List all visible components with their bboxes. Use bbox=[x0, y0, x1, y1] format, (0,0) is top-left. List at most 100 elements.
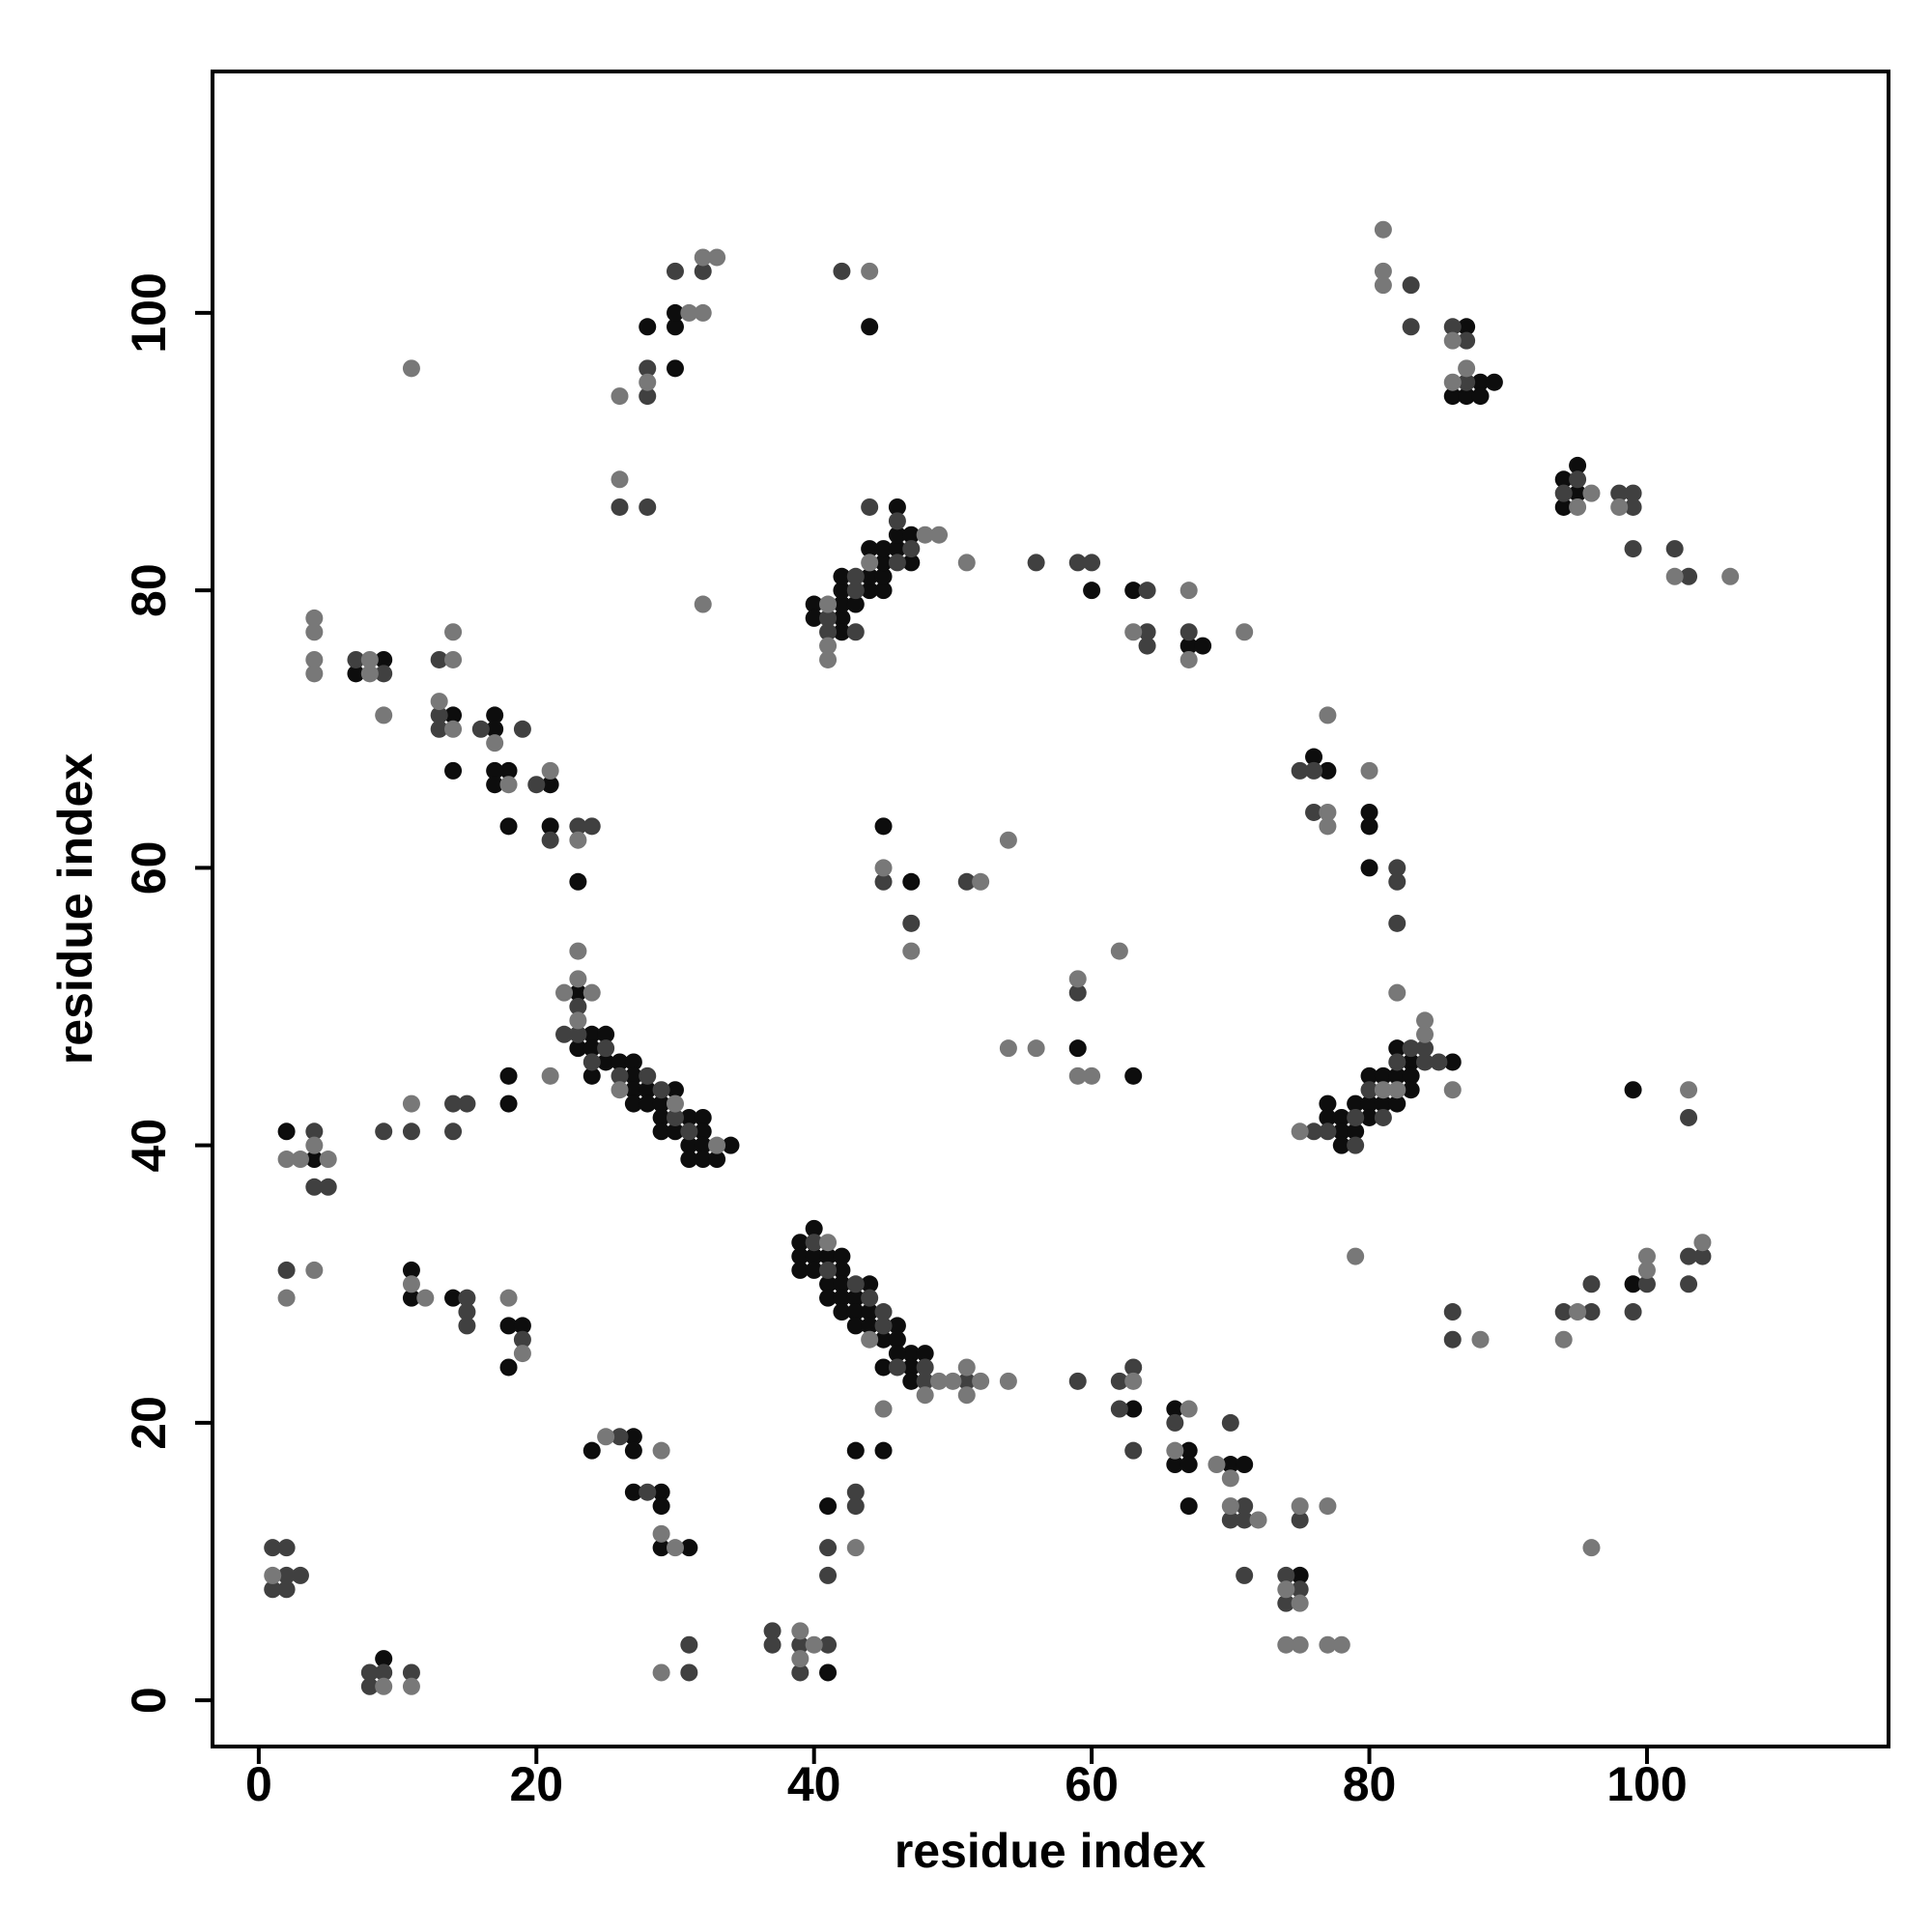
point bbox=[1166, 1400, 1184, 1418]
point bbox=[347, 665, 365, 683]
point bbox=[999, 1039, 1017, 1058]
point bbox=[569, 872, 587, 891]
point bbox=[666, 303, 684, 322]
x-axis-label: residue index bbox=[895, 1824, 1207, 1878]
point bbox=[375, 650, 393, 668]
point bbox=[1569, 484, 1587, 502]
point bbox=[1471, 373, 1490, 391]
point bbox=[902, 540, 921, 558]
point bbox=[375, 1663, 393, 1682]
point bbox=[1360, 761, 1378, 780]
point bbox=[639, 1066, 657, 1085]
point bbox=[833, 582, 851, 600]
point bbox=[1443, 1330, 1462, 1349]
point bbox=[1443, 387, 1462, 406]
point bbox=[874, 1400, 893, 1418]
point bbox=[861, 262, 879, 280]
point bbox=[1236, 1497, 1254, 1516]
point bbox=[1680, 567, 1698, 585]
point bbox=[430, 650, 448, 668]
point bbox=[930, 1372, 949, 1390]
point bbox=[833, 1303, 851, 1321]
point bbox=[1319, 706, 1337, 724]
point bbox=[402, 1094, 420, 1113]
point bbox=[639, 318, 657, 336]
point bbox=[639, 1081, 657, 1099]
point bbox=[846, 1317, 865, 1335]
point bbox=[1347, 1122, 1365, 1141]
point bbox=[1179, 582, 1198, 600]
point bbox=[791, 1261, 810, 1279]
x-tick-label: 40 bbox=[787, 1757, 841, 1811]
point bbox=[1360, 817, 1378, 836]
point bbox=[541, 761, 559, 780]
point bbox=[819, 1635, 838, 1654]
point bbox=[874, 817, 893, 836]
point bbox=[1388, 1039, 1406, 1058]
point bbox=[874, 1358, 893, 1377]
point bbox=[639, 1094, 657, 1113]
point bbox=[846, 595, 865, 613]
point bbox=[402, 1122, 420, 1141]
point bbox=[597, 1053, 615, 1071]
point bbox=[1332, 1635, 1350, 1654]
point bbox=[819, 623, 838, 641]
point bbox=[833, 1261, 851, 1279]
point bbox=[819, 1261, 838, 1279]
point bbox=[861, 1303, 879, 1321]
point bbox=[805, 1247, 823, 1265]
point bbox=[902, 914, 921, 932]
point bbox=[763, 1635, 781, 1654]
point bbox=[264, 1539, 282, 1557]
point bbox=[1443, 373, 1462, 391]
point bbox=[1319, 803, 1337, 821]
point bbox=[1374, 1108, 1392, 1126]
point bbox=[888, 1358, 906, 1377]
point bbox=[1388, 914, 1406, 932]
point bbox=[1068, 1066, 1087, 1085]
point bbox=[471, 720, 490, 738]
point bbox=[1221, 1497, 1239, 1516]
point bbox=[624, 1441, 642, 1460]
point bbox=[541, 817, 559, 836]
point bbox=[763, 1622, 781, 1640]
y-tick-label: 80 bbox=[122, 563, 176, 617]
point bbox=[833, 623, 851, 641]
point bbox=[1166, 1413, 1184, 1432]
point bbox=[833, 609, 851, 627]
point bbox=[1554, 470, 1573, 489]
point bbox=[639, 497, 657, 516]
point bbox=[1458, 373, 1476, 391]
point bbox=[694, 262, 712, 280]
point bbox=[1347, 1094, 1365, 1113]
point bbox=[611, 470, 629, 489]
point bbox=[791, 1663, 810, 1682]
point bbox=[1291, 1122, 1309, 1141]
point bbox=[1124, 582, 1143, 600]
point bbox=[1637, 1261, 1656, 1279]
point bbox=[569, 1025, 587, 1043]
point bbox=[791, 1635, 810, 1654]
point bbox=[1569, 470, 1587, 489]
point bbox=[1360, 803, 1378, 821]
point bbox=[1138, 623, 1156, 641]
point bbox=[1166, 1456, 1184, 1474]
point bbox=[305, 1122, 324, 1141]
point bbox=[1124, 1066, 1143, 1085]
point bbox=[1610, 497, 1629, 516]
point bbox=[902, 1372, 921, 1390]
point bbox=[360, 650, 379, 668]
point bbox=[846, 1275, 865, 1293]
point bbox=[694, 595, 712, 613]
point bbox=[611, 1428, 629, 1446]
point bbox=[1291, 1594, 1309, 1612]
point bbox=[1277, 1635, 1295, 1654]
point bbox=[527, 776, 546, 794]
point bbox=[305, 623, 324, 641]
point bbox=[1332, 1108, 1350, 1126]
point bbox=[819, 1234, 838, 1252]
point bbox=[569, 970, 587, 988]
point bbox=[1221, 1469, 1239, 1488]
